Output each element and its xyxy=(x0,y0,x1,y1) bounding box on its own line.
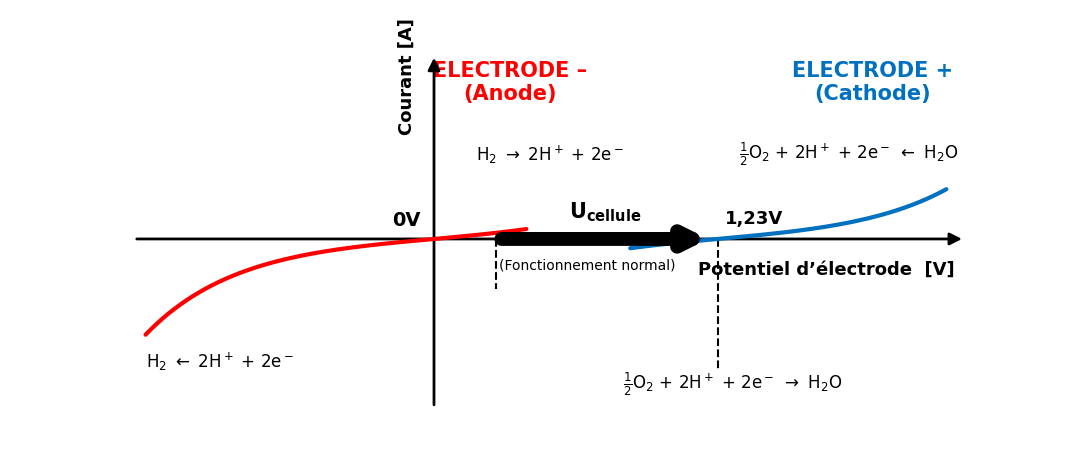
Text: 0V: 0V xyxy=(391,211,420,230)
Text: H$_2$ $\leftarrow$ 2H$^+$ + 2e$^-$: H$_2$ $\leftarrow$ 2H$^+$ + 2e$^-$ xyxy=(146,350,294,373)
Text: H$_2$ $\rightarrow$ 2H$^+$ + 2e$^-$: H$_2$ $\rightarrow$ 2H$^+$ + 2e$^-$ xyxy=(476,143,624,166)
Text: ELECTRODE –: ELECTRODE – xyxy=(433,61,587,81)
Text: ELECTRODE +: ELECTRODE + xyxy=(792,61,953,81)
Text: (Fonctionnement normal): (Fonctionnement normal) xyxy=(498,258,675,272)
Text: $\frac{1}{2}$O$_2$ + 2H$^+$ + 2e$^-$ $\rightarrow$ H$_2$O: $\frac{1}{2}$O$_2$ + 2H$^+$ + 2e$^-$ $\r… xyxy=(623,371,843,398)
Text: (Cathode): (Cathode) xyxy=(814,84,930,104)
Text: Courant [A]: Courant [A] xyxy=(398,19,415,136)
Text: 1,23V: 1,23V xyxy=(725,210,783,228)
Text: $\frac{1}{2}$O$_2$ + 2H$^+$ + 2e$^-$ $\leftarrow$ H$_2$O: $\frac{1}{2}$O$_2$ + 2H$^+$ + 2e$^-$ $\l… xyxy=(739,141,957,169)
Text: $\mathbf{U}_{\mathbf{cellule}}$: $\mathbf{U}_{\mathbf{cellule}}$ xyxy=(568,200,641,224)
Text: Potentiel d’électrode  [V]: Potentiel d’électrode [V] xyxy=(698,261,954,278)
Text: (Anode): (Anode) xyxy=(463,84,557,104)
